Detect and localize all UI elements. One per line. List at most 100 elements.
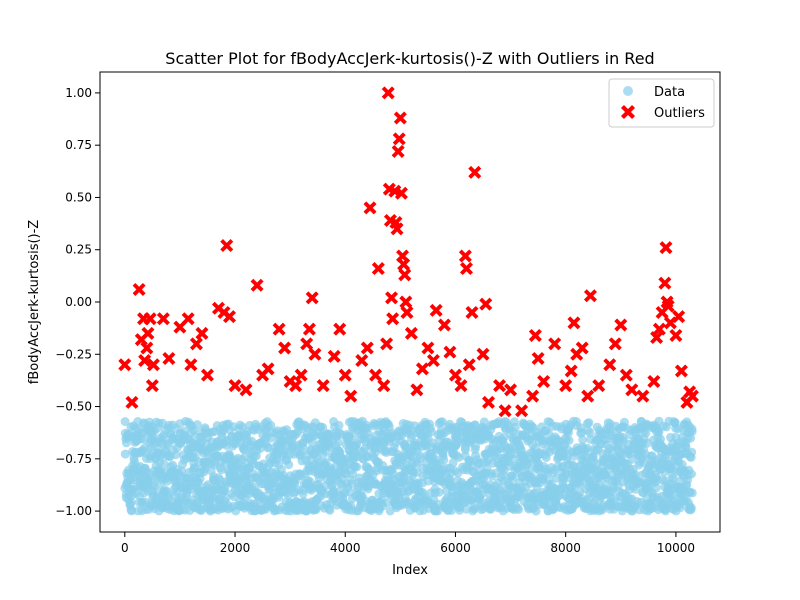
y-tick-label: −0.75 (55, 452, 92, 466)
outlier-point (399, 295, 413, 309)
data-point (641, 428, 651, 438)
outlier-point (410, 383, 424, 397)
outlier-point (548, 337, 562, 351)
data-point (564, 436, 574, 445)
data-point (266, 420, 276, 430)
outlier-point (141, 326, 155, 340)
outlier-point (674, 364, 688, 378)
outlier-point (658, 276, 672, 290)
outlier-point (465, 305, 479, 319)
outlier-point (625, 383, 639, 397)
outlier-point (619, 368, 633, 382)
outlier-point (603, 358, 617, 372)
outlier-point (669, 328, 683, 342)
data-point (479, 417, 489, 427)
outlier-point (482, 395, 496, 409)
outlier-point (278, 341, 292, 355)
outlier-point (386, 312, 400, 326)
data-point (495, 484, 505, 494)
outlier-point (685, 389, 699, 403)
data-point (348, 469, 358, 479)
outlier-point (333, 322, 347, 336)
outlier-point (528, 328, 542, 342)
data-point (508, 474, 517, 484)
y-tick-label: −0.25 (55, 347, 92, 361)
y-tick-label: 0.50 (65, 190, 92, 204)
outlier-point (661, 299, 675, 313)
outlier-point (140, 341, 154, 355)
outlier-point (300, 337, 314, 351)
outlier-point (355, 354, 369, 368)
outlier-point (468, 165, 482, 179)
outlier-point (360, 341, 374, 355)
outlier-point (454, 379, 468, 393)
outlier-point (344, 389, 358, 403)
outlier-point (156, 312, 170, 326)
outlier-point (181, 312, 195, 326)
data-point (687, 469, 696, 479)
outlier-point (146, 358, 160, 372)
outlier-point (316, 379, 330, 393)
outlier-point (636, 389, 650, 403)
outlier-point (145, 379, 159, 393)
data-point (216, 465, 226, 475)
data-point (675, 503, 685, 513)
outlier-point (397, 257, 411, 271)
y-tick-label: 1.00 (65, 86, 92, 100)
outlier-point (327, 349, 341, 363)
data-point (686, 503, 696, 513)
outlier-point (391, 144, 405, 158)
outlier-point (652, 322, 666, 336)
data-point (298, 489, 308, 499)
outlier-point (659, 241, 673, 255)
outlier-point (308, 347, 322, 361)
data-point (120, 449, 130, 459)
data-point (434, 487, 444, 497)
outlier-point (390, 222, 404, 236)
outlier-point (394, 186, 408, 200)
outlier-point (380, 337, 394, 351)
chart-title: Scatter Plot for fBodyAccJerk-kurtosis()… (165, 49, 654, 68)
outlier-point (448, 368, 462, 382)
data-point (448, 458, 458, 468)
data-point (460, 445, 470, 455)
outlier-point (363, 201, 377, 215)
data-point (325, 505, 335, 515)
outlier-point (650, 331, 664, 345)
outlier-point (581, 389, 595, 403)
data-point (352, 462, 362, 472)
data-point (159, 459, 169, 469)
outlier-point (459, 262, 473, 276)
outlier-point (504, 383, 518, 397)
y-tick-label: −0.50 (55, 400, 92, 414)
data-point (318, 422, 328, 432)
data-point (120, 417, 130, 427)
outlier-point (498, 404, 512, 418)
y-tick-label: 0.00 (65, 295, 92, 309)
outlier-point (125, 395, 139, 409)
outlier-point (305, 291, 319, 305)
outlier-point (195, 326, 209, 340)
data-point (263, 442, 273, 452)
legend-data-label: Data (654, 85, 685, 100)
data-point (578, 435, 588, 445)
outlier-point (223, 310, 237, 324)
outlier-point (462, 358, 476, 372)
outlier-point (338, 368, 352, 382)
outlier-point (559, 379, 573, 393)
data-point (126, 497, 136, 507)
outlier-point (531, 351, 545, 365)
data-point (439, 455, 449, 465)
x-tick-label: 4000 (330, 541, 361, 555)
data-point (284, 460, 294, 470)
outlier-point (515, 404, 529, 418)
outlier-point (429, 303, 443, 317)
outlier-point (458, 249, 472, 263)
data-point (647, 451, 657, 461)
outlier-point (672, 310, 686, 324)
outlier-point (184, 358, 198, 372)
data-point (687, 488, 697, 498)
outlier-point (583, 289, 597, 303)
outlier-point (239, 383, 253, 397)
